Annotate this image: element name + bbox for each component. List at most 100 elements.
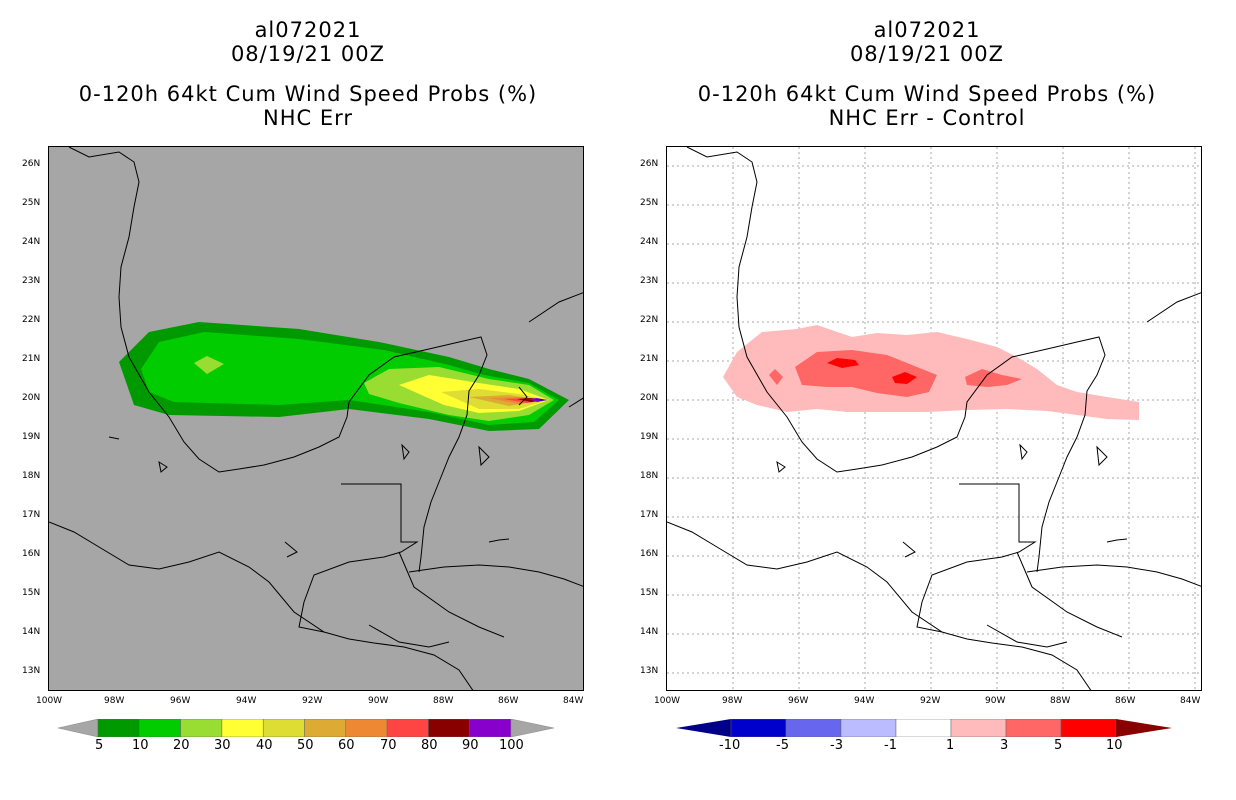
left-lat-18N: 18N: [22, 471, 41, 481]
left-lat-22N: 22N: [22, 315, 41, 325]
right-cb-label-10: 10: [1106, 738, 1123, 753]
right-lat-18N: 18N: [640, 471, 659, 481]
left-lat-21N: 21N: [22, 354, 41, 364]
right-lat-17N: 17N: [640, 510, 659, 520]
left-lon-94W: 94W: [236, 696, 257, 706]
right-lat-24N: 24N: [640, 237, 659, 247]
right-cb-label-m10: -10: [719, 738, 741, 753]
left-colorbar: [58, 719, 554, 737]
left-cb-label-10: 10: [132, 738, 149, 753]
left-cb-label-90: 90: [462, 738, 479, 753]
right-colorbar-box-3: [895, 719, 952, 737]
right-lat-19N: 19N: [640, 432, 659, 442]
left-title: al072021 08/19/21 00Z 0-120h 64kt Cum Wi…: [48, 18, 568, 130]
left-map-frame[interactable]: [48, 146, 584, 691]
right-lat-13N: 13N: [640, 666, 659, 676]
left-cb-label-40: 40: [256, 738, 273, 753]
right-lon-100W: 100W: [654, 696, 681, 706]
left-lon-92W: 92W: [302, 696, 323, 706]
left-cb-label-50: 50: [297, 738, 314, 753]
left-cb-label-60: 60: [338, 738, 355, 753]
right-lat-15N: 15N: [640, 588, 659, 598]
right-cb-label-m3: -3: [830, 738, 843, 753]
left-lon-98W: 98W: [104, 696, 125, 706]
left-lat-19N: 19N: [22, 432, 41, 442]
left-colorbar-box-9: [469, 719, 512, 737]
left-lat-14N: 14N: [22, 627, 41, 637]
left-lon-90W: 90W: [368, 696, 389, 706]
right-cb-label-1: 1: [946, 738, 955, 753]
left-lon-100W: 100W: [36, 696, 63, 706]
left-cb-label-100: 100: [499, 738, 524, 753]
right-lat-23N: 23N: [640, 276, 659, 286]
left-lat-23N: 23N: [22, 276, 41, 286]
right-cb-label-3: 3: [1000, 738, 1009, 753]
left-colorbar-arrow-high: [510, 719, 554, 737]
left-lon-86W: 86W: [498, 696, 519, 706]
right-cb-label-m5: -5: [776, 738, 789, 753]
right-lat-16N: 16N: [640, 549, 659, 559]
right-colorbar-box-0: [730, 719, 787, 737]
right-lat-20N: 20N: [640, 393, 659, 403]
left-colorbar-box-3: [221, 719, 264, 737]
right-title-subtitle: NHC Err - Control: [828, 106, 1026, 130]
right-colorbar-box-6: [1060, 719, 1117, 737]
right-map-svg: [667, 147, 1201, 690]
right-lon-90W: 90W: [985, 696, 1006, 706]
diff-3-5c: [965, 369, 1022, 387]
right-coastlines: [667, 147, 1201, 690]
right-lat-25N: 25N: [640, 198, 659, 208]
right-lon-94W: 94W: [854, 696, 875, 706]
right-lon-92W: 92W: [920, 696, 941, 706]
right-title-product: 0-120h 64kt Cum Wind Speed Probs (%): [697, 82, 1157, 106]
left-lat-24N: 24N: [22, 237, 41, 247]
left-lon-88W: 88W: [433, 696, 454, 706]
right-lon-96W: 96W: [788, 696, 809, 706]
left-probability-contours: [119, 322, 569, 431]
prob-20a: [194, 356, 224, 374]
left-lat-26N: 26N: [22, 159, 41, 169]
right-difference-contours: [723, 325, 1139, 420]
right-lon-86W: 86W: [1115, 696, 1136, 706]
left-coastlines: [49, 147, 583, 690]
right-colorbar-arrow-high: [1116, 719, 1172, 737]
left-title-subtitle: NHC Err: [262, 106, 353, 130]
right-colorbar-arrow-low: [676, 719, 731, 737]
left-lat-20N: 20N: [22, 393, 41, 403]
left-colorbar-box-6: [345, 719, 388, 737]
left-lon-84W: 84W: [563, 696, 584, 706]
right-colorbar-box-4: [950, 719, 1007, 737]
right-lon-88W: 88W: [1050, 696, 1071, 706]
right-colorbar: [676, 719, 1172, 737]
right-lat-14N: 14N: [640, 627, 659, 637]
left-lat-13N: 13N: [22, 666, 41, 676]
left-cb-label-80: 80: [421, 738, 438, 753]
left-colorbar-box-7: [386, 719, 429, 737]
right-lon-98W: 98W: [722, 696, 743, 706]
right-lat-26N: 26N: [640, 159, 659, 169]
diff-1-3: [723, 325, 1139, 420]
diff-3-5a: [769, 369, 783, 385]
left-title-storm-id: al072021: [254, 18, 362, 42]
left-cb-label-30: 30: [214, 738, 231, 753]
left-colorbar-box-5: [304, 719, 347, 737]
right-colorbar-box-2: [840, 719, 897, 737]
left-lon-96W: 96W: [170, 696, 191, 706]
left-colorbar-box-4: [262, 719, 305, 737]
left-lat-16N: 16N: [22, 549, 41, 559]
left-colorbar-box-1: [139, 719, 181, 737]
left-colorbar-box-2: [180, 719, 223, 737]
right-title: al072021 08/19/21 00Z 0-120h 64kt Cum Wi…: [667, 18, 1187, 130]
left-colorbar-arrow-low: [58, 719, 99, 737]
diff-5-10a: [827, 358, 859, 368]
left-cb-label-20: 20: [173, 738, 190, 753]
right-title-storm-id: al072021: [873, 18, 981, 42]
left-cb-label-70: 70: [380, 738, 397, 753]
left-cb-label-5: 5: [95, 738, 104, 753]
right-colorbar-box-5: [1005, 719, 1062, 737]
right-cb-label-5: 5: [1054, 738, 1063, 753]
right-colorbar-box-1: [785, 719, 842, 737]
left-lat-17N: 17N: [22, 510, 41, 520]
left-title-date: 08/19/21 00Z: [230, 42, 386, 66]
right-map-frame[interactable]: [666, 146, 1202, 691]
